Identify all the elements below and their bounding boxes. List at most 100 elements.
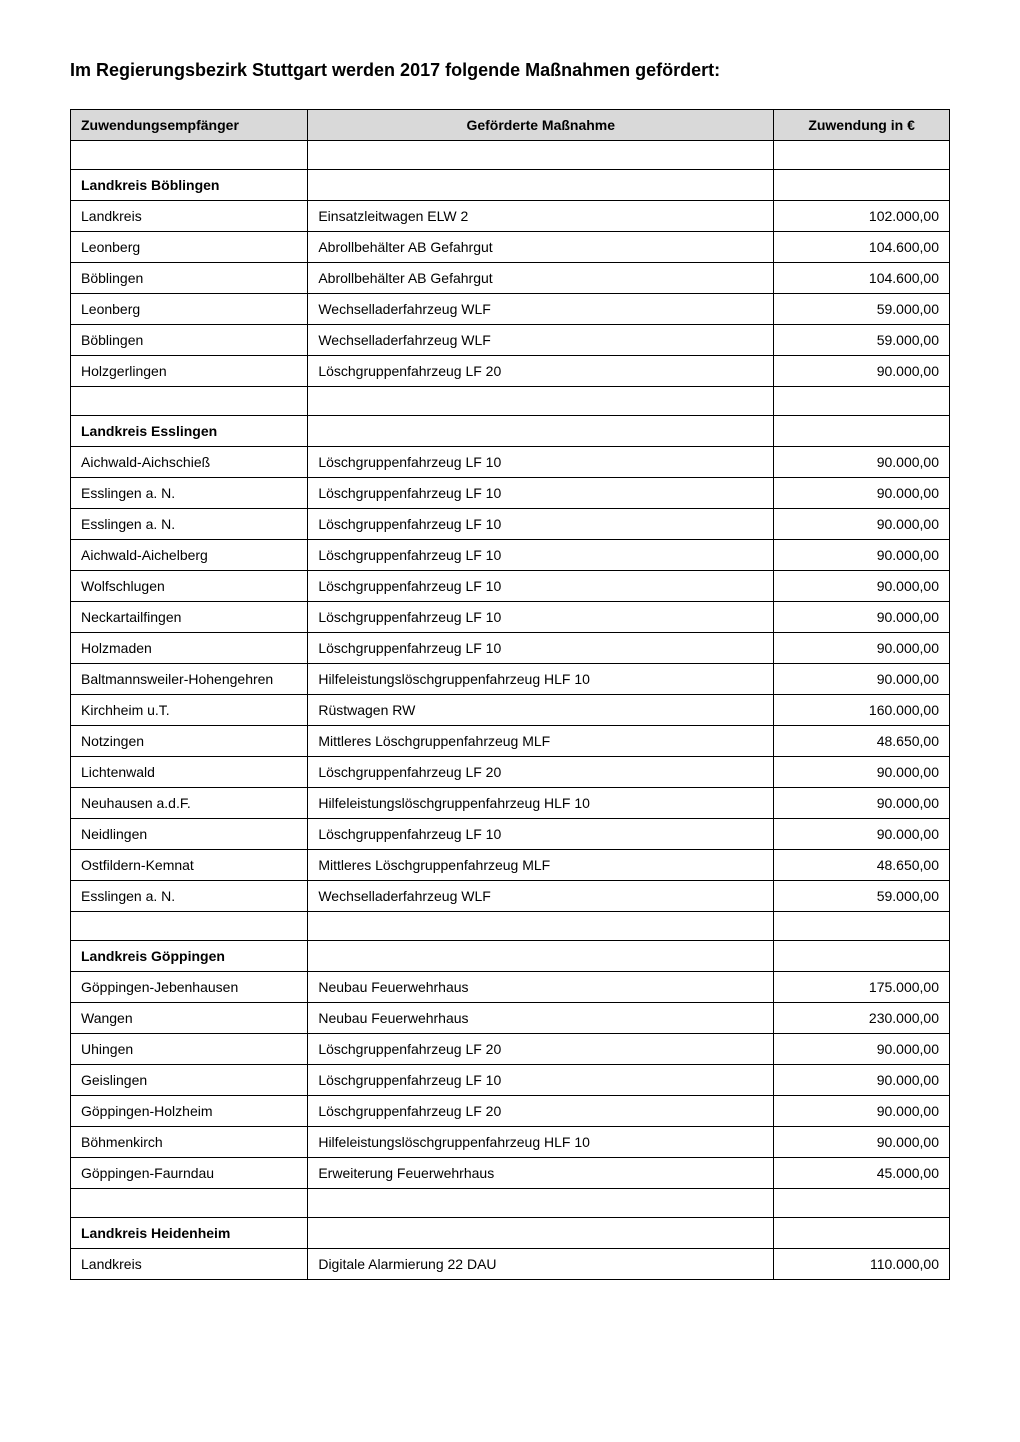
- cell-recipient: Böblingen: [71, 263, 308, 294]
- table-row: Esslingen a. N.Löschgruppenfahrzeug LF 1…: [71, 478, 950, 509]
- cell-measure: Abrollbehälter AB Gefahrgut: [308, 232, 774, 263]
- cell-amount: 175.000,00: [774, 972, 950, 1003]
- cell-measure: Rüstwagen RW: [308, 695, 774, 726]
- cell-recipient: Notzingen: [71, 726, 308, 757]
- col-measure: Geförderte Maßnahme: [308, 110, 774, 141]
- cell-measure: Wechselladerfahrzeug WLF: [308, 294, 774, 325]
- cell-measure: [308, 941, 774, 972]
- cell-amount: [774, 941, 950, 972]
- cell-recipient: Leonberg: [71, 294, 308, 325]
- cell-recipient: Uhingen: [71, 1034, 308, 1065]
- table-row: LeonbergAbrollbehälter AB Gefahrgut104.6…: [71, 232, 950, 263]
- cell-recipient: Aichwald-Aichschieß: [71, 447, 308, 478]
- cell-amount: 90.000,00: [774, 478, 950, 509]
- page-title: Im Regierungsbezirk Stuttgart werden 201…: [70, 60, 950, 81]
- cell-measure: Löschgruppenfahrzeug LF 20: [308, 757, 774, 788]
- cell-amount: 90.000,00: [774, 819, 950, 850]
- table-row: Esslingen a. N.Wechselladerfahrzeug WLF5…: [71, 881, 950, 912]
- table-row: Landkreis Böblingen: [71, 170, 950, 201]
- cell-measure: Neubau Feuerwehrhaus: [308, 1003, 774, 1034]
- cell-recipient: Böblingen: [71, 325, 308, 356]
- spacer-cell: [308, 141, 774, 170]
- cell-recipient: Landkreis Esslingen: [71, 416, 308, 447]
- cell-measure: Hilfeleistungslöschgruppenfahrzeug HLF 1…: [308, 664, 774, 695]
- cell-amount: 90.000,00: [774, 356, 950, 387]
- cell-recipient: Neuhausen a.d.F.: [71, 788, 308, 819]
- table-row: Kirchheim u.T.Rüstwagen RW160.000,00: [71, 695, 950, 726]
- cell-recipient: Ostfildern-Kemnat: [71, 850, 308, 881]
- table-body: Landkreis BöblingenLandkreisEinsatzleitw…: [71, 141, 950, 1280]
- table-row: Göppingen-JebenhausenNeubau Feuerwehrhau…: [71, 972, 950, 1003]
- table-row: NeckartailfingenLöschgruppenfahrzeug LF …: [71, 602, 950, 633]
- cell-amount: 48.650,00: [774, 726, 950, 757]
- table-row: BöblingenAbrollbehälter AB Gefahrgut104.…: [71, 263, 950, 294]
- col-recipient: Zuwendungsempfänger: [71, 110, 308, 141]
- cell-amount: 90.000,00: [774, 633, 950, 664]
- table-row: Aichwald-AichschießLöschgruppenfahrzeug …: [71, 447, 950, 478]
- cell-recipient: Böhmenkirch: [71, 1127, 308, 1158]
- table-row: Neuhausen a.d.F.Hilfeleistungslöschgrupp…: [71, 788, 950, 819]
- cell-measure: Löschgruppenfahrzeug LF 10: [308, 571, 774, 602]
- table-row: BöhmenkirchHilfeleistungslöschgruppenfah…: [71, 1127, 950, 1158]
- table-row: HolzgerlingenLöschgruppenfahrzeug LF 209…: [71, 356, 950, 387]
- cell-recipient: Wangen: [71, 1003, 308, 1034]
- cell-measure: Wechselladerfahrzeug WLF: [308, 325, 774, 356]
- cell-measure: Löschgruppenfahrzeug LF 10: [308, 602, 774, 633]
- table-row: Landkreis Göppingen: [71, 941, 950, 972]
- spacer-cell: [308, 912, 774, 941]
- cell-amount: 110.000,00: [774, 1249, 950, 1280]
- funding-table: Zuwendungsempfänger Geförderte Maßnahme …: [70, 109, 950, 1280]
- cell-recipient: Kirchheim u.T.: [71, 695, 308, 726]
- table-row: Baltmannsweiler-HohengehrenHilfeleistung…: [71, 664, 950, 695]
- spacer-cell: [71, 141, 308, 170]
- cell-amount: [774, 1218, 950, 1249]
- cell-amount: 59.000,00: [774, 881, 950, 912]
- cell-recipient: Wolfschlugen: [71, 571, 308, 602]
- cell-amount: 48.650,00: [774, 850, 950, 881]
- table-row: Göppingen-FaurndauErweiterung Feuerwehrh…: [71, 1158, 950, 1189]
- cell-measure: Mittleres Löschgruppenfahrzeug MLF: [308, 726, 774, 757]
- cell-measure: Löschgruppenfahrzeug LF 10: [308, 819, 774, 850]
- cell-recipient: Geislingen: [71, 1065, 308, 1096]
- cell-amount: 90.000,00: [774, 1034, 950, 1065]
- table-header-row: Zuwendungsempfänger Geförderte Maßnahme …: [71, 110, 950, 141]
- table-row: Aichwald-AichelbergLöschgruppenfahrzeug …: [71, 540, 950, 571]
- cell-amount: 104.600,00: [774, 263, 950, 294]
- cell-recipient: Landkreis Göppingen: [71, 941, 308, 972]
- cell-measure: Mittleres Löschgruppenfahrzeug MLF: [308, 850, 774, 881]
- table-row: LandkreisDigitale Alarmierung 22 DAU110.…: [71, 1249, 950, 1280]
- cell-measure: Hilfeleistungslöschgruppenfahrzeug HLF 1…: [308, 788, 774, 819]
- cell-recipient: Lichtenwald: [71, 757, 308, 788]
- spacer-cell: [308, 1189, 774, 1218]
- cell-measure: Löschgruppenfahrzeug LF 10: [308, 633, 774, 664]
- cell-amount: 90.000,00: [774, 1065, 950, 1096]
- cell-amount: 90.000,00: [774, 509, 950, 540]
- table-row: WolfschlugenLöschgruppenfahrzeug LF 1090…: [71, 571, 950, 602]
- spacer-cell: [774, 141, 950, 170]
- cell-measure: Erweiterung Feuerwehrhaus: [308, 1158, 774, 1189]
- table-row: LeonbergWechselladerfahrzeug WLF59.000,0…: [71, 294, 950, 325]
- cell-recipient: Landkreis: [71, 1249, 308, 1280]
- cell-amount: 90.000,00: [774, 447, 950, 478]
- cell-amount: [774, 416, 950, 447]
- cell-measure: [308, 416, 774, 447]
- spacer-cell: [71, 387, 308, 416]
- cell-amount: 90.000,00: [774, 540, 950, 571]
- cell-recipient: Esslingen a. N.: [71, 881, 308, 912]
- table-row: NotzingenMittleres Löschgruppenfahrzeug …: [71, 726, 950, 757]
- cell-amount: 59.000,00: [774, 294, 950, 325]
- cell-amount: 90.000,00: [774, 602, 950, 633]
- table-row: Ostfildern-KemnatMittleres Löschgruppenf…: [71, 850, 950, 881]
- cell-measure: [308, 170, 774, 201]
- table-row: Landkreis Esslingen: [71, 416, 950, 447]
- col-amount: Zuwendung in €: [774, 110, 950, 141]
- table-row: [71, 1189, 950, 1218]
- cell-recipient: Esslingen a. N.: [71, 478, 308, 509]
- table-row: BöblingenWechselladerfahrzeug WLF59.000,…: [71, 325, 950, 356]
- spacer-cell: [774, 387, 950, 416]
- cell-recipient: Göppingen-Holzheim: [71, 1096, 308, 1127]
- table-row: LandkreisEinsatzleitwagen ELW 2102.000,0…: [71, 201, 950, 232]
- spacer-cell: [308, 387, 774, 416]
- cell-recipient: Holzgerlingen: [71, 356, 308, 387]
- cell-recipient: Leonberg: [71, 232, 308, 263]
